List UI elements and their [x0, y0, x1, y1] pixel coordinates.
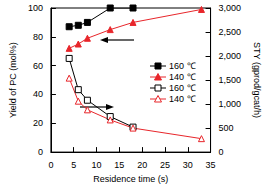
svg-text:140 ℃: 140 ℃ [169, 72, 196, 82]
svg-text:1,000: 1,000 [219, 99, 242, 109]
svg-text:STY (gprod/gcat/h): STY (gprod/gcat/h) [252, 42, 262, 118]
svg-text:0: 0 [38, 147, 43, 157]
svg-text:80: 80 [33, 32, 43, 42]
svg-text:100: 100 [28, 3, 43, 13]
svg-text:500: 500 [219, 123, 234, 133]
svg-text:20: 20 [33, 118, 43, 128]
svg-text:2,500: 2,500 [219, 27, 242, 37]
svg-text:10: 10 [92, 160, 102, 170]
svg-text:30: 30 [183, 160, 193, 170]
svg-text:20: 20 [137, 160, 147, 170]
svg-text:1,500: 1,500 [219, 75, 242, 85]
svg-text:Residence time (s): Residence time (s) [93, 174, 168, 184]
svg-text:160 ℃: 160 ℃ [169, 83, 196, 93]
svg-text:0: 0 [219, 147, 224, 157]
svg-text:40: 40 [33, 89, 43, 99]
svg-text:15: 15 [114, 160, 124, 170]
svg-text:2,000: 2,000 [219, 51, 242, 61]
svg-text:35: 35 [206, 160, 216, 170]
svg-text:3,000: 3,000 [219, 3, 242, 13]
svg-text:160 ℃: 160 ℃ [169, 61, 196, 71]
svg-text:5: 5 [71, 160, 76, 170]
svg-text:60: 60 [33, 61, 43, 71]
svg-text:0: 0 [48, 160, 53, 170]
svg-text:140 ℃: 140 ℃ [169, 94, 196, 104]
svg-text:Yield of PC (mol%): Yield of PC (mol%) [8, 42, 18, 118]
svg-text:25: 25 [160, 160, 170, 170]
